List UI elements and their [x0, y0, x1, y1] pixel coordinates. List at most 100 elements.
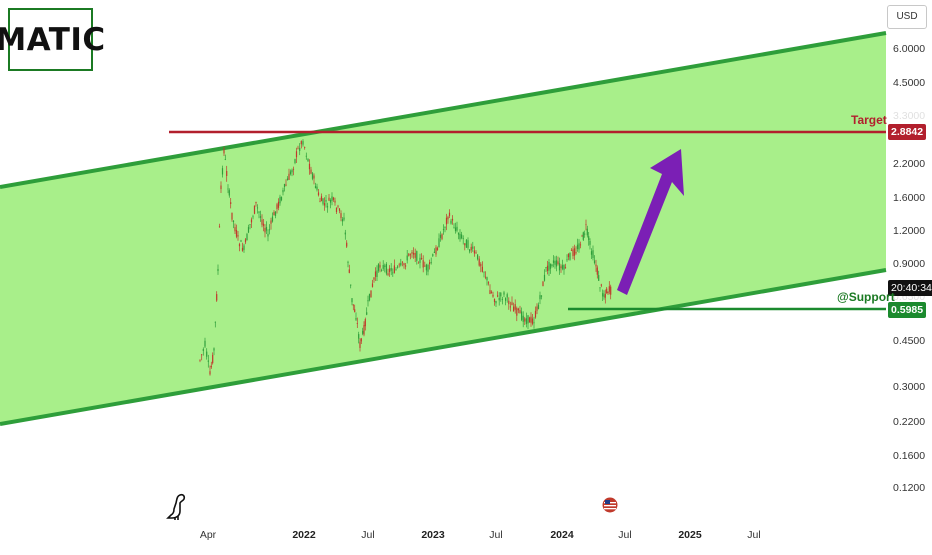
candle-body — [575, 252, 577, 254]
time-tick: 2023 — [421, 529, 445, 541]
candle-body — [317, 192, 320, 196]
candle-body — [286, 178, 289, 181]
target-label: Target — [851, 113, 887, 127]
candle-body — [209, 371, 211, 375]
candle-body — [486, 277, 488, 281]
candle-body — [551, 264, 553, 267]
candle-body — [329, 200, 332, 203]
candle-body — [413, 252, 415, 255]
channel-lower-line[interactable] — [0, 268, 887, 426]
candle-body — [421, 258, 423, 260]
time-tick: 2024 — [550, 529, 574, 541]
candle-body — [427, 265, 429, 272]
candle-body — [316, 186, 318, 190]
candle-body — [429, 262, 431, 265]
candle-body — [310, 169, 312, 174]
currency-button[interactable]: USD — [887, 5, 927, 29]
candle-body — [258, 211, 260, 213]
candle-body — [483, 271, 485, 273]
candle-body — [364, 319, 366, 327]
time-tick: Jul — [489, 529, 503, 541]
candle-body — [508, 300, 510, 305]
candle-body — [247, 227, 250, 233]
price-tick: 0.9000 — [893, 258, 926, 270]
price-tick: 6.0000 — [893, 43, 926, 55]
candle-body — [307, 158, 309, 162]
candle-body — [244, 239, 247, 243]
candle-body — [227, 188, 229, 190]
candle-body — [406, 255, 408, 261]
candle-body — [297, 147, 299, 149]
candle-body — [377, 263, 380, 271]
candle-body — [539, 295, 541, 300]
candle-body — [255, 201, 257, 204]
candle-body — [525, 318, 527, 324]
candle-body — [596, 267, 598, 275]
countdown-tag: 20:40:34 — [888, 280, 932, 296]
candle-body — [548, 262, 550, 271]
candle-body — [522, 315, 524, 322]
price-tick: 3.3000 — [893, 110, 926, 122]
candle-body — [416, 251, 418, 261]
candle-body — [430, 262, 432, 263]
tradingview-dino-icon[interactable] — [166, 493, 188, 521]
candle-body — [234, 227, 236, 232]
candle-body — [346, 242, 348, 247]
candle-body — [579, 244, 582, 246]
us-flag-icon[interactable] — [602, 497, 618, 513]
candle-body — [280, 196, 283, 201]
candle-body — [417, 262, 419, 264]
candle-body — [332, 197, 335, 200]
candle-body — [292, 168, 295, 170]
candle-body — [250, 219, 253, 223]
candle-body — [264, 228, 266, 233]
candle-body — [411, 252, 413, 254]
bullish-arrow[interactable] — [617, 149, 684, 295]
candle-body — [214, 321, 216, 323]
candle-body — [470, 246, 472, 251]
candle-body — [435, 247, 437, 255]
candle-body — [279, 196, 281, 204]
time-tick: Jul — [618, 529, 632, 541]
time-tick: Jul — [361, 529, 375, 541]
candle-body — [481, 266, 483, 272]
candle-body — [409, 254, 411, 256]
candle-body — [527, 315, 529, 324]
candle-body — [598, 275, 600, 281]
candle-body — [285, 184, 287, 186]
candle-body — [578, 243, 580, 250]
candle-body — [473, 250, 475, 254]
channel-upper-line[interactable] — [0, 31, 887, 189]
candle-body — [447, 216, 449, 220]
candle-body — [376, 270, 378, 277]
candle-body — [389, 268, 391, 273]
candle-body — [408, 253, 410, 256]
candle-body — [588, 236, 590, 241]
candle-body — [238, 244, 241, 247]
candle-body — [519, 310, 521, 314]
candle-body — [554, 260, 556, 265]
candle-body — [563, 265, 565, 270]
candle-body — [259, 216, 262, 218]
price-tick: 0.4500 — [893, 335, 926, 347]
candle-body — [282, 190, 284, 193]
candle-body — [228, 190, 230, 196]
candle-body — [328, 197, 330, 201]
candle-body — [204, 340, 206, 347]
candle-body — [384, 265, 386, 267]
candle-body — [398, 264, 400, 266]
candle-body — [322, 198, 324, 204]
candle-body — [561, 265, 564, 269]
price-tick: 0.2200 — [893, 416, 926, 428]
candle-body — [381, 269, 383, 271]
candle-body — [252, 216, 254, 218]
candle-body — [261, 219, 263, 225]
candle-body — [366, 312, 368, 315]
time-tick: Apr — [199, 529, 217, 541]
candle-body — [506, 294, 508, 298]
candle-body — [217, 269, 219, 271]
candle-body — [552, 260, 555, 263]
candle-body — [319, 200, 321, 202]
